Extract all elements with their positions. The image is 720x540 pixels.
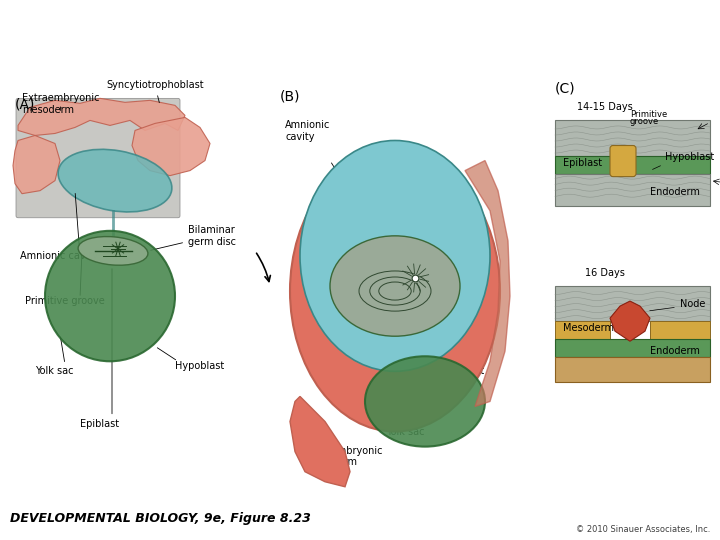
Polygon shape <box>465 160 510 407</box>
Text: Hypoblast: Hypoblast <box>665 152 714 161</box>
Text: Epiblast: Epiblast <box>445 316 484 326</box>
Text: © 2010 Sinauer Associates, Inc.: © 2010 Sinauer Associates, Inc. <box>575 525 710 534</box>
Polygon shape <box>290 396 350 487</box>
FancyBboxPatch shape <box>610 145 636 177</box>
Text: Yolk sac: Yolk sac <box>386 427 424 436</box>
FancyBboxPatch shape <box>555 357 710 382</box>
Ellipse shape <box>300 140 490 372</box>
Text: (A): (A) <box>15 97 35 111</box>
Polygon shape <box>18 98 185 136</box>
Text: Hypoblast: Hypoblast <box>435 366 485 376</box>
Ellipse shape <box>78 237 148 265</box>
Text: DEVELOPMENTAL BIOLOGY, 9e, Figure 8.23: DEVELOPMENTAL BIOLOGY, 9e, Figure 8.23 <box>10 512 311 525</box>
Polygon shape <box>132 117 210 176</box>
Ellipse shape <box>330 236 460 336</box>
Polygon shape <box>13 136 60 194</box>
Polygon shape <box>610 301 650 341</box>
Text: 14-15 Days: 14-15 Days <box>577 103 633 112</box>
FancyBboxPatch shape <box>650 321 710 339</box>
FancyBboxPatch shape <box>555 174 710 206</box>
Text: Syncytiotrophoblast: Syncytiotrophoblast <box>106 80 204 103</box>
Ellipse shape <box>45 231 175 361</box>
FancyBboxPatch shape <box>555 286 710 321</box>
Text: Figure 8.23  Amnion structure and cell movements during human gastrulation: Figure 8.23 Amnion structure and cell mo… <box>7 12 605 27</box>
Text: Primitive groove: Primitive groove <box>25 296 104 306</box>
Text: Extraembryonic
mesoderm: Extraembryonic mesoderm <box>305 446 382 468</box>
FancyBboxPatch shape <box>555 156 710 174</box>
Text: Primitive: Primitive <box>630 110 667 119</box>
FancyBboxPatch shape <box>555 321 610 339</box>
Text: Mesoderm: Mesoderm <box>563 323 614 333</box>
Text: Endoderm: Endoderm <box>650 346 700 356</box>
Text: Node: Node <box>680 299 706 309</box>
Text: (C): (C) <box>555 82 575 96</box>
Text: Extraembryonic
mesoderm: Extraembryonic mesoderm <box>22 93 99 115</box>
Text: Yolk sac: Yolk sac <box>35 366 73 376</box>
Text: Node: Node <box>418 251 444 261</box>
Ellipse shape <box>365 356 485 447</box>
Text: (B): (B) <box>280 89 300 103</box>
Text: Epiblast: Epiblast <box>81 418 120 429</box>
Ellipse shape <box>58 150 172 212</box>
Text: Epiblast: Epiblast <box>563 158 602 167</box>
Text: Amnionic cavity: Amnionic cavity <box>20 251 98 261</box>
FancyBboxPatch shape <box>555 120 710 156</box>
FancyBboxPatch shape <box>16 98 180 218</box>
Text: Amnionic
cavity: Amnionic cavity <box>285 120 330 142</box>
FancyBboxPatch shape <box>555 339 710 357</box>
Text: Endoderm: Endoderm <box>650 187 700 197</box>
Ellipse shape <box>290 151 500 431</box>
Text: Bilaminar
germ disc: Bilaminar germ disc <box>150 225 236 250</box>
Text: Primitive
groove: Primitive groove <box>303 260 346 282</box>
Text: Hypoblast: Hypoblast <box>175 361 224 372</box>
Text: 16 Days: 16 Days <box>585 268 625 278</box>
Text: groove: groove <box>630 117 660 126</box>
